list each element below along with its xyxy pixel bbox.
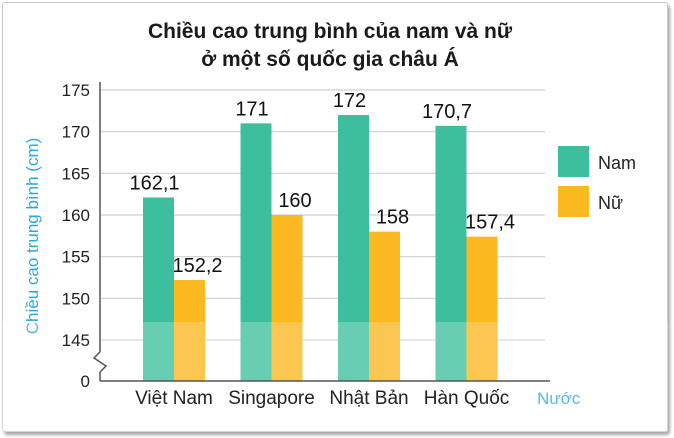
x-axis-title: Nước	[537, 389, 581, 408]
chart-title-line-2: ở một số quốc gia châu Á	[201, 48, 459, 71]
legend-swatch-nữ	[558, 186, 589, 217]
lower-wash-band	[0, 322, 668, 432]
y-tick-label-zero: 0	[81, 372, 90, 391]
data-label: 162,1	[129, 173, 179, 195]
data-label: 152,2	[172, 255, 222, 277]
y-tick-label: 175	[62, 81, 90, 100]
y-tick-label: 150	[62, 289, 90, 308]
chart-title-line-1: Chiều cao trung bình của nam và nữ	[148, 20, 513, 43]
data-label: 157,4	[465, 212, 515, 234]
x-tick-label: Hàn Quốc	[424, 388, 510, 409]
data-label: 160	[278, 190, 311, 212]
y-axis-title: Chiều cao trung bình (cm)	[23, 138, 42, 335]
bar-nam-0	[143, 197, 174, 381]
y-tick-label: 155	[62, 248, 90, 267]
x-tick-label: Việt Nam	[135, 388, 213, 409]
legend-label: Nữ	[598, 193, 623, 213]
bar-nữ-3	[466, 236, 498, 381]
y-tick-label: 145	[62, 331, 90, 350]
bar-nữ-0	[174, 280, 205, 381]
bar-nữ-1	[271, 215, 303, 381]
y-tick-label: 170	[62, 123, 90, 142]
x-tick-label: Nhật Bản	[329, 388, 408, 409]
data-label: 172	[333, 90, 366, 112]
bar-nam-3	[435, 125, 467, 381]
legend-label: Nam	[598, 153, 636, 173]
data-label: 158	[376, 207, 409, 229]
data-label: 170,7	[422, 101, 472, 123]
y-tick-label: 160	[62, 206, 90, 225]
chart-frame	[2, 2, 668, 432]
bar-nam-1	[240, 123, 272, 381]
legend-swatch-nam	[558, 146, 589, 177]
data-label: 171	[235, 98, 268, 120]
bar-nữ-2	[369, 231, 400, 381]
axis-break-mark	[92, 351, 108, 373]
x-tick-label: Singapore	[228, 388, 315, 409]
bar-nam-2	[338, 115, 369, 381]
y-tick-label: 165	[62, 164, 90, 183]
